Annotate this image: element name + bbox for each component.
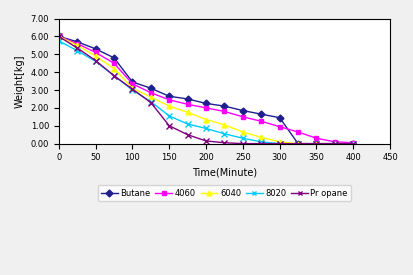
Legend: Butane, 4060, 6040, 8020, Pr opane: Butane, 4060, 6040, 8020, Pr opane [98,185,351,201]
Butane [259,112,264,116]
8020 [93,60,98,63]
8020 [222,132,227,136]
6040 [259,136,264,139]
4060 [148,91,153,94]
6040 [185,111,190,114]
6040 [75,44,80,47]
Pr opane [167,124,172,127]
6040 [56,35,61,38]
Butane [56,35,61,38]
Pr opane [259,142,264,145]
4060 [332,140,337,144]
Line: 8020: 8020 [56,38,356,147]
Butane [112,56,116,59]
4060 [296,130,301,134]
6040 [130,87,135,90]
8020 [167,114,172,118]
Butane [93,47,98,51]
6040 [240,130,245,134]
8020 [314,142,319,145]
4060 [167,98,172,101]
8020 [130,88,135,92]
4060 [222,110,227,113]
8020 [351,142,356,145]
Butane [314,142,319,145]
Butane [296,142,301,145]
Pr opane [314,142,319,145]
Butane [240,109,245,112]
8020 [56,39,61,43]
Line: Butane: Butane [56,34,356,146]
Butane [75,40,80,43]
Butane [204,102,209,105]
Pr opane [75,46,80,50]
4060 [93,51,98,54]
4060 [112,62,116,65]
X-axis label: Time(Minute): Time(Minute) [192,168,257,178]
6040 [93,54,98,58]
Butane [130,80,135,84]
Pr opane [332,142,337,145]
8020 [240,137,245,140]
Pr opane [296,142,301,145]
6040 [314,142,319,145]
8020 [75,49,80,52]
Line: 6040: 6040 [56,34,356,146]
Butane [277,116,282,119]
4060 [314,137,319,140]
Butane [222,104,227,108]
6040 [148,95,153,99]
4060 [351,141,356,144]
Pr opane [240,142,245,145]
Pr opane [185,133,190,136]
8020 [148,100,153,103]
Y-axis label: Weight[kg]: Weight[kg] [15,54,25,108]
Pr opane [148,101,153,104]
Pr opane [93,59,98,62]
4060 [259,120,264,123]
8020 [185,122,190,126]
Line: 4060: 4060 [56,34,356,145]
Butane [332,142,337,145]
6040 [167,104,172,108]
8020 [277,142,282,145]
Pr opane [204,139,209,143]
8020 [204,127,209,130]
6040 [112,67,116,70]
6040 [222,123,227,126]
4060 [204,106,209,109]
6040 [296,142,301,145]
Butane [185,97,190,101]
Butane [167,95,172,98]
4060 [277,125,282,128]
4060 [56,35,61,38]
4060 [75,42,80,45]
4060 [240,115,245,119]
Pr opane [277,142,282,145]
6040 [351,142,356,145]
Butane [148,87,153,90]
Line: Pr opane: Pr opane [56,33,356,147]
Pr opane [351,142,356,145]
Pr opane [56,35,61,38]
Pr opane [130,87,135,91]
6040 [204,118,209,121]
6040 [277,140,282,144]
8020 [332,142,337,145]
8020 [296,142,301,145]
8020 [259,140,264,144]
6040 [332,142,337,145]
Pr opane [112,74,116,77]
8020 [112,74,116,77]
Butane [351,142,356,145]
4060 [185,103,190,106]
Pr opane [222,141,227,144]
4060 [130,82,135,86]
